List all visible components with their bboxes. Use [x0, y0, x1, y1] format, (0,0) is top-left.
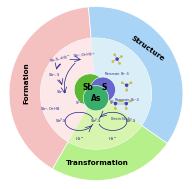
Circle shape [90, 77, 115, 102]
Text: S$^{2-}$: S$^{2-}$ [75, 99, 84, 108]
Circle shape [112, 60, 114, 63]
Wedge shape [91, 38, 152, 125]
Text: Sb$_2$S$_3$+HS$^-$: Sb$_2$S$_3$+HS$^-$ [48, 53, 71, 65]
Text: HS$^-$: HS$^-$ [75, 135, 84, 142]
Text: Structure: Structure [130, 35, 166, 62]
Circle shape [125, 102, 128, 105]
Circle shape [110, 100, 113, 102]
Text: Monomeric Sb$^V$-S: Monomeric Sb$^V$-S [104, 70, 130, 78]
Circle shape [113, 53, 116, 56]
Text: Sb$^V$-S: Sb$^V$-S [55, 117, 67, 126]
Text: Monomeric Sb$^{III}$-S: Monomeric Sb$^{III}$-S [114, 97, 140, 104]
Text: Sb$^V$-S: Sb$^V$-S [56, 89, 67, 96]
Text: Dimeric Sb$^{III}$-S: Dimeric Sb$^{III}$-S [110, 115, 132, 122]
Circle shape [115, 57, 119, 61]
Text: S$^{2-}$: S$^{2-}$ [108, 99, 117, 108]
Circle shape [114, 107, 117, 110]
Circle shape [125, 83, 128, 87]
Circle shape [120, 55, 123, 58]
Text: S: S [102, 83, 107, 92]
Wedge shape [68, 94, 142, 149]
Wedge shape [53, 125, 167, 180]
Text: Formation: Formation [23, 62, 29, 104]
Circle shape [121, 100, 123, 102]
Circle shape [83, 85, 109, 111]
Text: Transformation: Transformation [66, 160, 129, 166]
Text: Sb$^V$-S: Sb$^V$-S [90, 117, 102, 126]
Circle shape [74, 74, 106, 106]
Text: Sb: Sb [83, 83, 94, 92]
Circle shape [121, 81, 124, 84]
Circle shape [129, 100, 132, 102]
Circle shape [114, 102, 117, 105]
Text: Sb$^{III}$-S: Sb$^{III}$-S [48, 72, 60, 80]
Wedge shape [89, 7, 183, 143]
Text: Sb$^V$-S: Sb$^V$-S [125, 117, 137, 126]
Circle shape [125, 89, 128, 91]
Text: Sb$^{III}$-O+HS$^-$: Sb$^{III}$-O+HS$^-$ [72, 51, 95, 60]
Text: As: As [91, 94, 101, 103]
Circle shape [118, 62, 121, 65]
Circle shape [125, 107, 128, 110]
Text: HS$^-$: HS$^-$ [108, 135, 117, 142]
Circle shape [118, 100, 121, 102]
Circle shape [9, 7, 183, 180]
Circle shape [130, 81, 132, 84]
Text: Sb$^{III}$-O+HB: Sb$^{III}$-O+HB [40, 105, 61, 113]
Wedge shape [40, 38, 96, 142]
Wedge shape [9, 7, 91, 169]
